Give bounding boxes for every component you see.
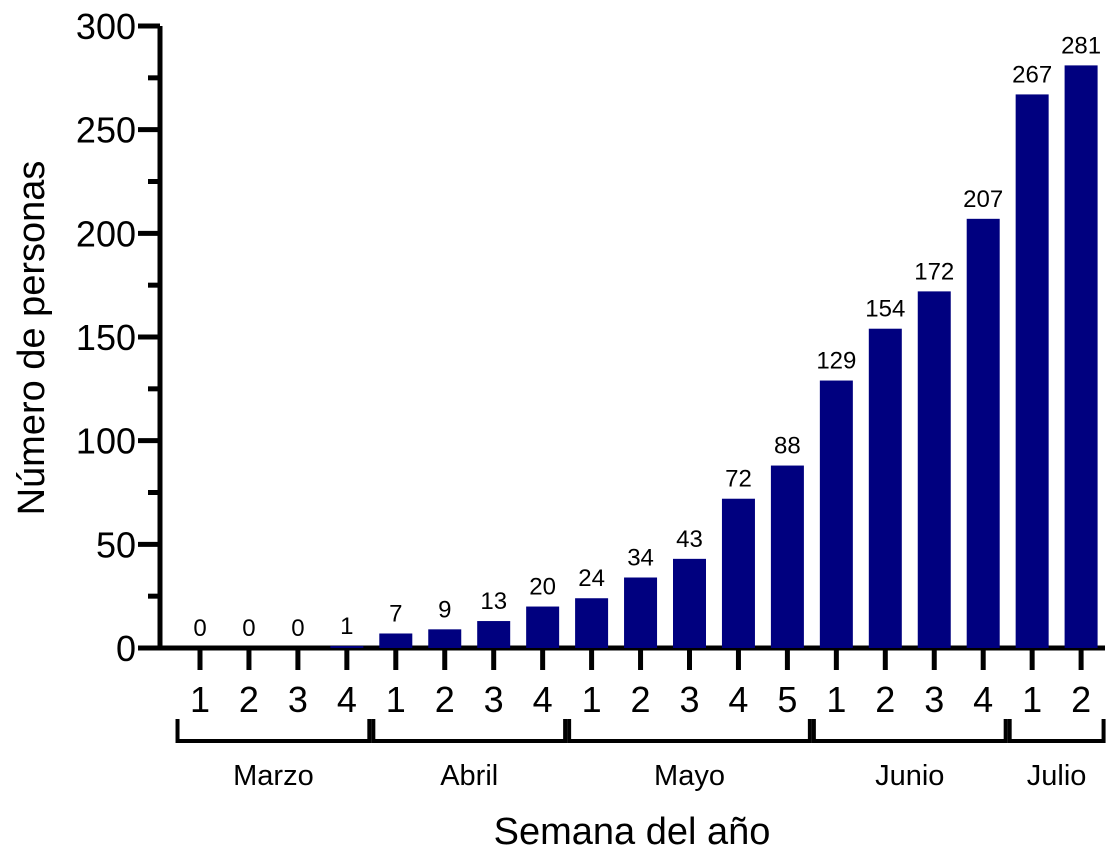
bar <box>819 380 853 648</box>
x-tick-label: 1 <box>826 679 846 720</box>
bar-value-label: 7 <box>389 600 402 627</box>
bar-value-label: 0 <box>242 615 255 642</box>
bar <box>624 577 658 648</box>
x-axis-label: Semana del año <box>494 811 771 853</box>
x-tick-label: 2 <box>875 679 895 720</box>
month-bracket <box>1007 719 1106 743</box>
x-tick-label: 1 <box>190 679 210 720</box>
bar <box>526 606 560 648</box>
bars <box>330 65 1098 649</box>
bar-value-label: 88 <box>774 433 801 460</box>
bar <box>1064 65 1098 649</box>
bar-value-label: 0 <box>193 615 206 642</box>
bar-value-label: 34 <box>627 545 654 572</box>
bar-value-label: 72 <box>725 466 752 493</box>
x-tick-label: 2 <box>631 679 651 720</box>
month-bracket <box>371 719 568 743</box>
bar <box>477 621 511 648</box>
x-tick-label: 3 <box>924 679 944 720</box>
x-tick-label: 3 <box>679 679 699 720</box>
x-tick-label: 2 <box>1071 679 1091 720</box>
y-tick-label: 200 <box>76 213 136 254</box>
bar <box>379 633 413 648</box>
month-bracket <box>175 719 372 743</box>
month-bracket <box>567 719 812 743</box>
bar-value-label: 24 <box>578 565 605 592</box>
value-labels: 0 0 0 1 7 9 13 20 24 34 43 72 88 129 154 172 207 267 281 <box>193 32 1101 642</box>
bar-value-label: 20 <box>529 574 556 601</box>
x-tick-label: 4 <box>533 679 553 720</box>
x-tick-label: 4 <box>973 679 993 720</box>
bar <box>917 291 951 648</box>
bar-value-label: 13 <box>480 588 507 615</box>
month-label: Mayo <box>654 760 725 792</box>
bar <box>575 598 609 648</box>
x-tick-label: 1 <box>582 679 602 720</box>
y-tick-label: 150 <box>76 317 136 358</box>
month-label: Junio <box>875 760 944 792</box>
y-tick-label: 250 <box>76 110 136 151</box>
bar-value-label: 9 <box>438 596 451 623</box>
x-tick-label: 1 <box>1022 679 1042 720</box>
bar-value-label: 43 <box>676 526 703 553</box>
bar <box>673 558 706 648</box>
month-label: Julio <box>1027 760 1087 792</box>
x-tick-label: 3 <box>484 679 504 720</box>
month-label: Abril <box>440 760 498 792</box>
x-tick-label: 3 <box>288 679 308 720</box>
bar <box>868 328 902 648</box>
bar-value-label: 207 <box>963 186 1003 213</box>
month-label: Marzo <box>233 760 314 792</box>
bar <box>770 465 804 648</box>
bar <box>721 498 755 648</box>
y-axis-label: Número de personas <box>11 161 53 516</box>
bar-value-label: 154 <box>865 296 905 323</box>
x-tick-label: 1 <box>386 679 406 720</box>
month-bracket <box>811 719 1008 743</box>
bar <box>1015 94 1049 649</box>
bar-value-label: 281 <box>1061 32 1101 59</box>
x-tick-label: 5 <box>777 679 797 720</box>
y-tick-label: 0 <box>116 628 136 669</box>
bar-value-label: 1 <box>340 613 353 640</box>
bar-value-label: 0 <box>291 615 304 642</box>
month-groups: Marzo Abril Mayo Junio Julio <box>175 719 1106 792</box>
bar-value-label: 172 <box>914 258 954 285</box>
bar-value-label: 267 <box>1012 61 1052 88</box>
bar <box>428 629 462 648</box>
y-tick-label: 300 <box>76 6 136 47</box>
bar-value-label: 129 <box>816 348 856 375</box>
y-tick-label: 100 <box>76 421 136 462</box>
bar <box>966 218 1000 648</box>
x-tick-label: 2 <box>239 679 259 720</box>
x-tick-label: 4 <box>337 679 357 720</box>
x-tick-label: 4 <box>728 679 748 720</box>
y-tick-label: 50 <box>96 524 136 565</box>
bar <box>330 645 364 648</box>
x-tick-label: 2 <box>435 679 455 720</box>
